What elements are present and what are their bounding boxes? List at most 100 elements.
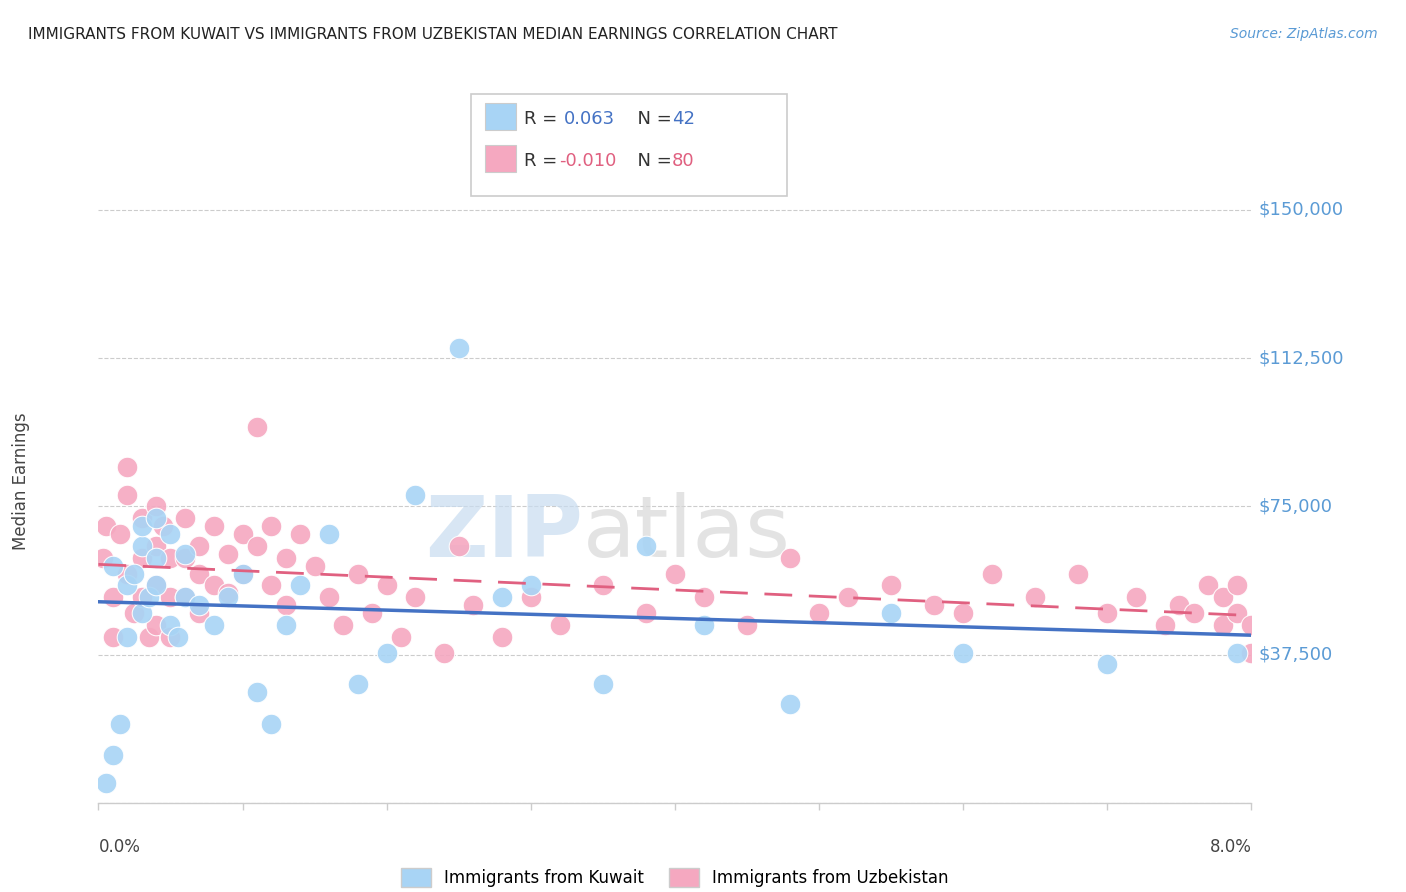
- Point: [880, 606, 903, 620]
- Text: Median Earnings: Median Earnings: [13, 413, 30, 550]
- Text: 8.0%: 8.0%: [1209, 838, 1251, 856]
- Point: [1226, 606, 1249, 620]
- Point: [202, 618, 225, 632]
- Text: N =: N =: [626, 110, 678, 128]
- Point: [159, 550, 181, 565]
- Point: [318, 527, 340, 541]
- Point: [1240, 618, 1263, 632]
- Point: [260, 578, 283, 592]
- Point: [346, 566, 368, 581]
- Point: [217, 591, 239, 605]
- Point: [1097, 606, 1119, 620]
- Point: [202, 519, 225, 533]
- Point: [693, 591, 716, 605]
- Point: [231, 566, 254, 581]
- Point: [152, 519, 174, 533]
- Point: [837, 591, 859, 605]
- Point: [361, 606, 384, 620]
- Point: [693, 618, 716, 632]
- Point: [779, 697, 801, 711]
- Point: [332, 618, 354, 632]
- Point: [188, 606, 211, 620]
- Point: [274, 598, 297, 612]
- Text: $37,500: $37,500: [1258, 646, 1333, 664]
- Point: [231, 566, 254, 581]
- Legend: Immigrants from Kuwait, Immigrants from Uzbekistan: Immigrants from Kuwait, Immigrants from …: [394, 862, 956, 892]
- Point: [447, 341, 470, 355]
- Point: [117, 566, 138, 581]
- Point: [145, 511, 167, 525]
- Point: [274, 550, 297, 565]
- Point: [174, 547, 197, 561]
- Point: [217, 586, 239, 600]
- Point: [548, 618, 571, 632]
- Point: [174, 511, 197, 525]
- Point: [188, 539, 211, 553]
- Point: [94, 519, 117, 533]
- Text: 0.063: 0.063: [564, 110, 614, 128]
- Point: [145, 500, 167, 514]
- Point: [735, 618, 758, 632]
- Point: [159, 630, 181, 644]
- Point: [1211, 618, 1234, 632]
- Text: $112,500: $112,500: [1258, 349, 1344, 368]
- Point: [519, 591, 541, 605]
- Point: [405, 591, 427, 605]
- Point: [145, 578, 167, 592]
- Point: [1197, 578, 1219, 592]
- Point: [290, 578, 312, 592]
- Point: [117, 487, 138, 501]
- Point: [375, 646, 398, 660]
- Point: [491, 591, 513, 605]
- Point: [433, 646, 456, 660]
- Point: [952, 606, 974, 620]
- Point: [389, 630, 412, 644]
- Point: [447, 539, 470, 553]
- Point: [131, 550, 153, 565]
- Point: [924, 598, 946, 612]
- Point: [1211, 591, 1234, 605]
- Point: [131, 606, 153, 620]
- Point: [664, 566, 686, 581]
- Point: [318, 591, 340, 605]
- Point: [138, 591, 160, 605]
- Point: [290, 527, 312, 541]
- Point: [145, 550, 167, 565]
- Point: [1168, 598, 1191, 612]
- Point: [145, 618, 167, 632]
- Point: [779, 550, 801, 565]
- Point: [166, 630, 188, 644]
- Point: [491, 630, 513, 644]
- Point: [117, 459, 138, 474]
- Point: [117, 630, 138, 644]
- Point: [159, 618, 181, 632]
- Point: [159, 591, 181, 605]
- Point: [246, 685, 269, 699]
- Point: [145, 539, 167, 553]
- Point: [131, 511, 153, 525]
- Text: ZIP: ZIP: [425, 491, 582, 574]
- Text: $75,000: $75,000: [1258, 498, 1333, 516]
- Point: [101, 558, 124, 573]
- Point: [346, 677, 368, 691]
- Text: atlas: atlas: [582, 491, 790, 574]
- Point: [131, 519, 153, 533]
- Text: R =: R =: [524, 110, 569, 128]
- Text: 0.0%: 0.0%: [98, 838, 141, 856]
- Point: [231, 527, 254, 541]
- Text: 42: 42: [672, 110, 695, 128]
- Point: [124, 566, 146, 581]
- Point: [131, 591, 153, 605]
- Point: [461, 598, 484, 612]
- Point: [1153, 618, 1175, 632]
- Point: [217, 547, 239, 561]
- Point: [124, 606, 146, 620]
- Point: [260, 716, 283, 731]
- Text: IMMIGRANTS FROM KUWAIT VS IMMIGRANTS FROM UZBEKISTAN MEDIAN EARNINGS CORRELATION: IMMIGRANTS FROM KUWAIT VS IMMIGRANTS FRO…: [28, 27, 838, 42]
- Point: [174, 591, 197, 605]
- Point: [108, 716, 131, 731]
- Point: [636, 606, 658, 620]
- Point: [952, 646, 974, 660]
- Text: -0.010: -0.010: [560, 152, 617, 169]
- Point: [246, 539, 269, 553]
